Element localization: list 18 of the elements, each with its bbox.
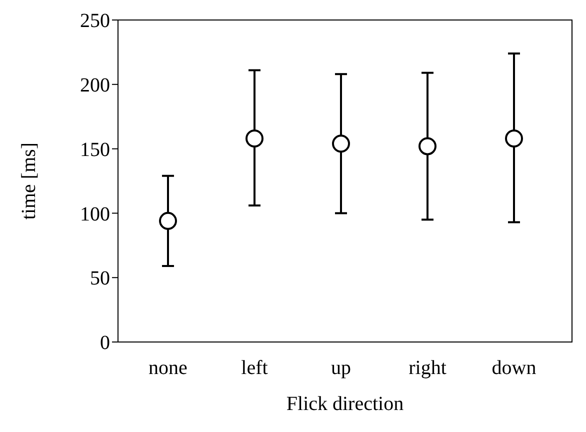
x-axis-title: Flick direction: [286, 393, 404, 415]
y-tick-label: 250: [80, 10, 110, 32]
x-tick-label: right: [408, 357, 447, 380]
point: [505, 129, 523, 148]
y-tick-label: 100: [80, 203, 110, 226]
y-tick-label: 0: [100, 332, 110, 354]
point: [332, 134, 350, 153]
x-tick-label: none: [148, 357, 188, 380]
x-tick-label: left: [241, 357, 268, 380]
x-tick-label: down: [492, 357, 536, 380]
point: [159, 212, 177, 230]
point: [418, 137, 436, 156]
x-tick-label: up: [331, 357, 351, 380]
y-tick-label: 200: [80, 74, 110, 96]
y-axis-title: time [ms]: [18, 142, 40, 220]
y-tick-label: 150: [80, 138, 110, 161]
y-tick-label: 50: [90, 268, 110, 290]
point: [246, 129, 264, 148]
